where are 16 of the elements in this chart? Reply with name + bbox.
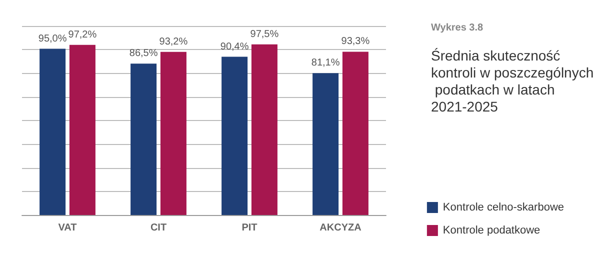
x-tick-label: CIT	[150, 222, 167, 234]
text: Średnia skuteczność kontroli w poszczególnych podatkach w latach 2021-2025	[431, 48, 594, 114]
data-label: 95,0%	[38, 33, 67, 44]
data-label: 97,2%	[68, 29, 97, 40]
data-label: 86,5%	[129, 48, 158, 60]
legend-label: Kontrole celno-skarbowe	[442, 202, 564, 214]
x-tick-label: AKCYZA	[320, 222, 362, 234]
data-label: 81,1%	[311, 58, 340, 69]
data-label: 93,3%	[341, 36, 370, 48]
legend-label: Kontrole podatkowe	[442, 224, 540, 236]
x-tick-label: PIT	[242, 222, 258, 234]
text: Wykres 3.8	[431, 22, 484, 34]
data-label: 97,5%	[250, 28, 279, 40]
data-label: 90,4%	[220, 41, 249, 52]
x-tick-label: VAT	[58, 222, 77, 234]
data-label: 93,2%	[159, 36, 188, 48]
